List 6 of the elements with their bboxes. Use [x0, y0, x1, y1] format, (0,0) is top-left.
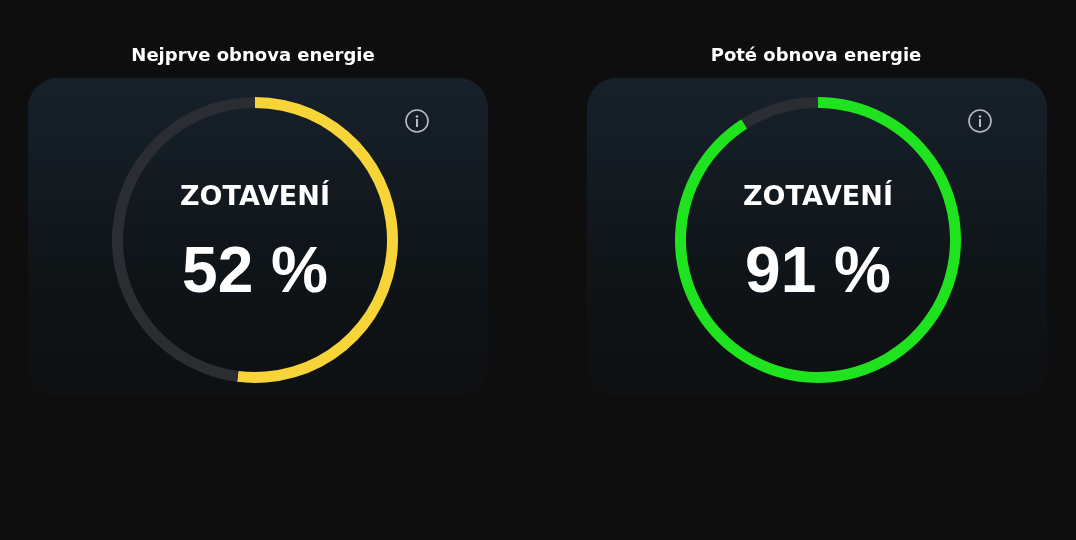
text: ZOTAVENÍ	[743, 179, 893, 211]
data-label: 91 %	[745, 234, 891, 306]
chart-title: Nejprve obnova energie	[131, 43, 375, 65]
data-label: 52 %	[182, 234, 328, 306]
chart-title: Poté obnova energie	[710, 43, 922, 65]
text: ZOTAVENÍ	[180, 179, 330, 211]
